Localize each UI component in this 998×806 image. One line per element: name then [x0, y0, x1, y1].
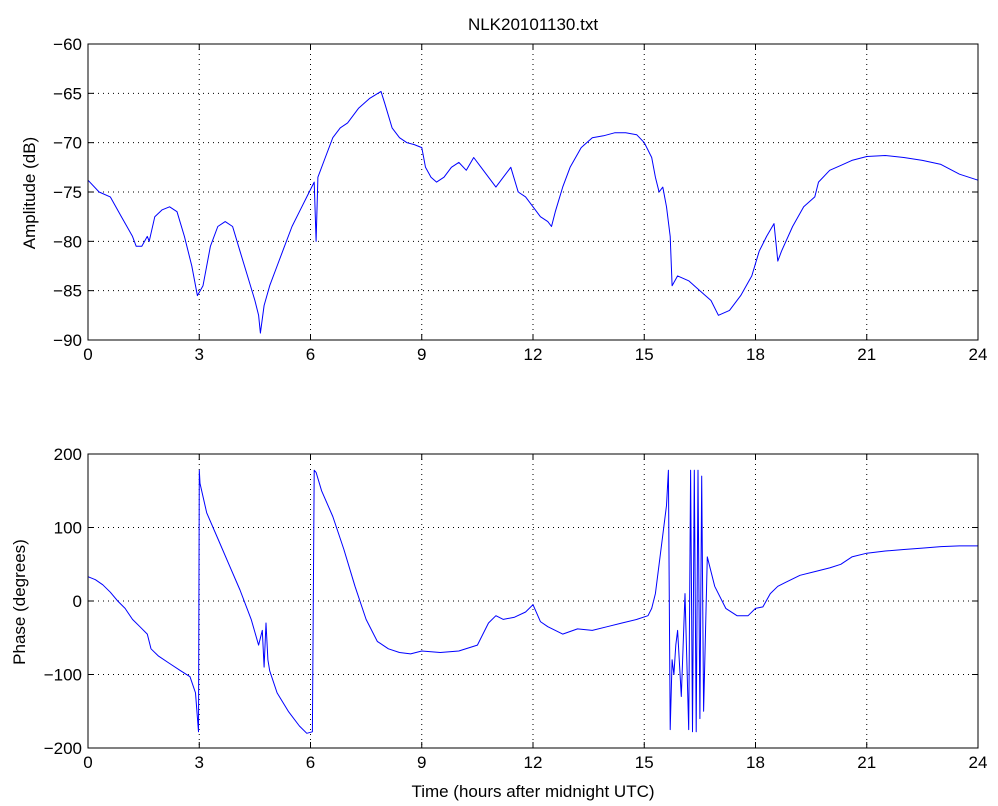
amplitude-x-tick-label: 3: [195, 345, 204, 364]
phase-y-axis-label: Phase (degrees): [10, 539, 29, 665]
phase-panel: 0 3 6 9 12 15 18 21 24 −200 −100 0 100 200: [44, 445, 988, 772]
chart-title: NLK20101130.txt: [468, 15, 598, 34]
phase-x-tick-label: 12: [524, 753, 543, 772]
amplitude-y-tick-label: −60: [53, 35, 82, 54]
phase-x-tick-label: 15: [635, 753, 654, 772]
phase-y-tick-label: 100: [54, 519, 82, 538]
amplitude-series-line: [87, 90, 979, 334]
phase-x-tick-label: 3: [195, 753, 204, 772]
phase-y-tick-label: 0: [73, 592, 82, 611]
phase-x-tick-label: 24: [969, 753, 988, 772]
phase-series-line: [87, 469, 978, 734]
phase-x-tick-label: 6: [306, 753, 315, 772]
amplitude-y-tick-label: −70: [53, 134, 82, 153]
phase-y-tick-label: 200: [54, 445, 82, 464]
amplitude-x-tick-label: 24: [969, 345, 988, 364]
amplitude-y-tick-label: −85: [53, 282, 82, 301]
phase-x-tick-label: 18: [746, 753, 765, 772]
amplitude-x-tick-label: 12: [524, 345, 543, 364]
amplitude-y-tick-label: −75: [53, 183, 82, 202]
amplitude-x-tick-label: 18: [746, 345, 765, 364]
phase-y-tick-label: −200: [44, 739, 82, 758]
amplitude-y-tick-label: −65: [53, 84, 82, 103]
amplitude-y-tick-label: −80: [53, 232, 82, 251]
amplitude-panel: 0 3 6 9 12 15 18 21 24 −90 −85 −80 −75 −70 −65 −60: [53, 35, 987, 364]
amplitude-x-tick-label: 0: [83, 345, 92, 364]
phase-x-tick-label: 0: [83, 753, 92, 772]
amplitude-x-tick-label: 15: [635, 345, 654, 364]
amplitude-x-tick-label: 21: [857, 345, 876, 364]
amplitude-y-tick-label: −90: [53, 331, 82, 350]
amplitude-y-axis-label: Amplitude (dB): [20, 137, 39, 249]
phase-x-tick-label: 9: [417, 753, 426, 772]
amplitude-x-tick-label: 6: [306, 345, 315, 364]
phase-x-axis-label: Time (hours after midnight UTC): [411, 782, 654, 801]
phase-x-tick-label: 21: [857, 753, 876, 772]
phase-y-tick-label: −100: [44, 666, 82, 685]
amplitude-x-tick-label: 9: [417, 345, 426, 364]
